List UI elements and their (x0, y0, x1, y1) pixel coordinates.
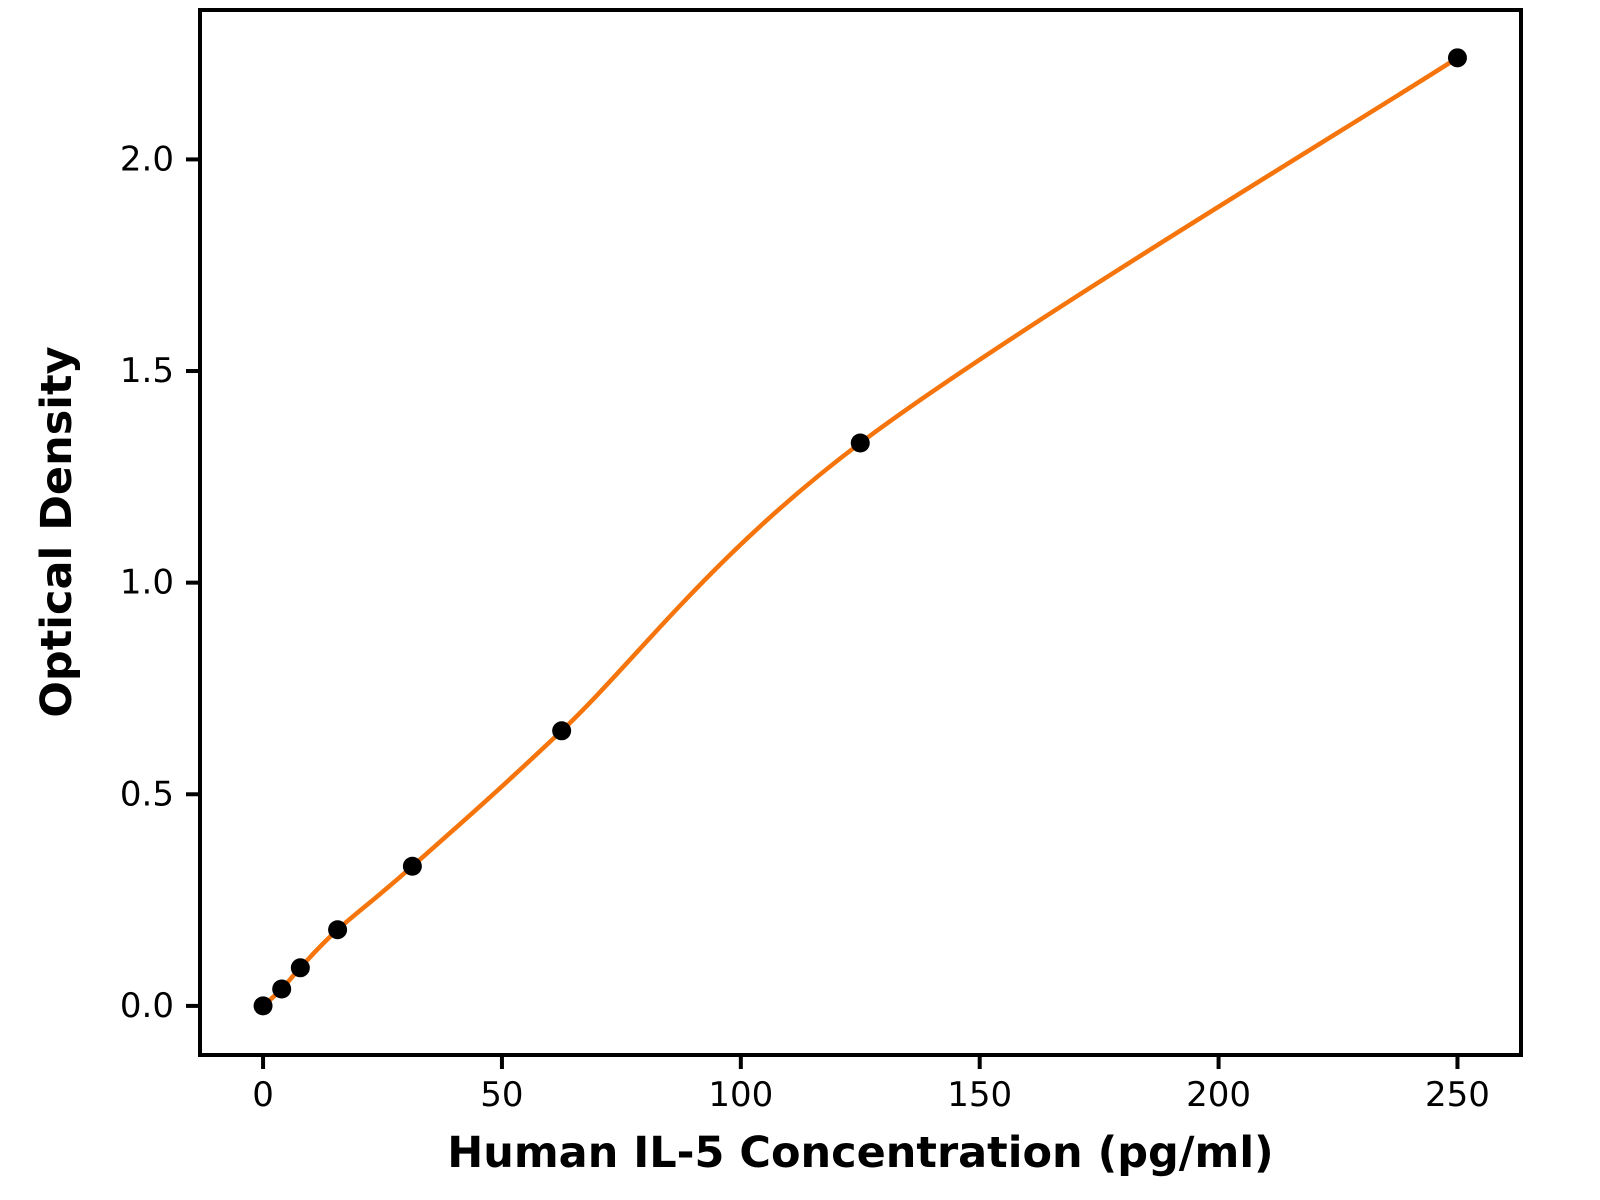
data-point-marker (850, 433, 870, 453)
y-tick-label: 2.0 (120, 139, 174, 179)
data-point-marker (272, 979, 292, 999)
y-tick-label: 0.5 (120, 774, 174, 814)
x-tick-label: 200 (1186, 1075, 1251, 1115)
x-tick-label: 150 (947, 1075, 1012, 1115)
data-point-marker (328, 920, 348, 940)
x-tick-label: 50 (480, 1075, 523, 1115)
y-tick-label: 1.5 (120, 351, 174, 391)
y-axis-title: Optical Density (32, 346, 82, 718)
x-tick-label: 100 (708, 1075, 773, 1115)
x-tick-label: 0 (252, 1075, 274, 1115)
x-axis-title: Human IL-5 Concentration (pg/ml) (447, 1128, 1274, 1178)
y-tick-label: 0.0 (120, 986, 174, 1026)
data-point-marker (402, 856, 422, 876)
data-point-marker (1447, 48, 1467, 68)
y-tick-label: 1.0 (120, 563, 174, 603)
plot-frame (198, 8, 1523, 1057)
data-point-marker (552, 721, 572, 741)
data-point-marker (253, 996, 273, 1016)
x-tick-label: 250 (1425, 1075, 1490, 1115)
data-point-marker (290, 958, 310, 978)
standard-curve-line (260, 55, 1460, 1009)
